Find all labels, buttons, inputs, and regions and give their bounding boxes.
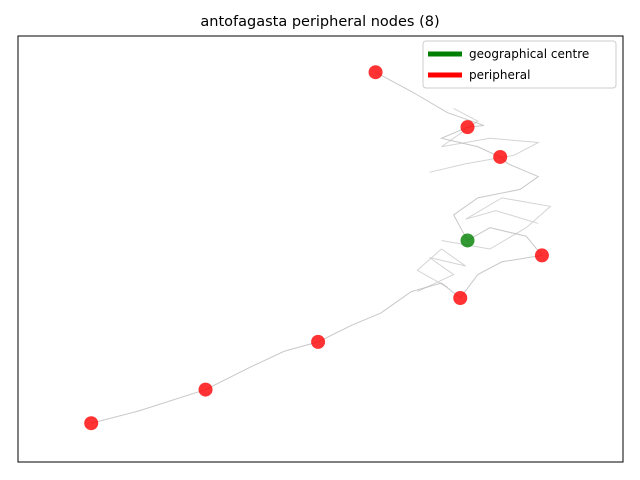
- network-edge-cluster-0: [416, 248, 466, 293]
- peripheral-point-6: [198, 382, 213, 397]
- chart-title: antofagasta peripheral nodes (8): [200, 14, 439, 30]
- legend-box: [422, 40, 617, 89]
- peripheral-point-0: [368, 65, 383, 80]
- node-markers: [84, 65, 549, 431]
- geographical-centre-point-0: [460, 233, 475, 248]
- peripheral-point-4: [453, 290, 468, 305]
- legend-label-peripheral: peripheral: [469, 68, 531, 82]
- plot-area-frame: [17, 35, 624, 463]
- peripheral-point-5: [311, 334, 326, 349]
- peripheral-point-2: [493, 149, 508, 164]
- legend: geographical centre peripheral: [422, 40, 617, 89]
- legend-label-geographical-centre: geographical centre: [469, 47, 589, 61]
- network-edge-cluster-1: [441, 197, 552, 250]
- peripheral-point-1: [460, 120, 475, 135]
- peripheral-point-7: [84, 416, 99, 431]
- peripheral-point-3: [534, 248, 549, 263]
